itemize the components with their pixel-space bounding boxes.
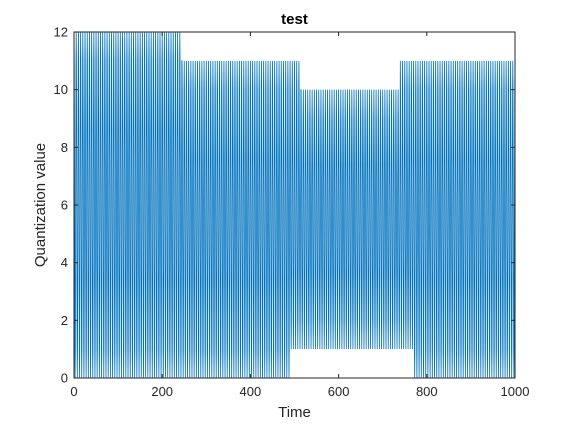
chart-title: test xyxy=(281,11,308,28)
y-axis-label: Quantization value xyxy=(32,143,49,267)
y-tick-label: 12 xyxy=(54,25,68,40)
y-tick-label: 10 xyxy=(54,82,68,97)
y-tick-label: 4 xyxy=(61,255,68,270)
series-line xyxy=(73,31,516,379)
x-tick-label: 600 xyxy=(328,384,350,399)
y-axis: 0 2 4 6 8 10 12 xyxy=(54,25,515,386)
y-tick-label: 8 xyxy=(61,140,68,155)
x-tick-label: 400 xyxy=(240,384,262,399)
x-tick-label: 0 xyxy=(70,384,77,399)
y-tick-label: 2 xyxy=(61,313,68,328)
x-tick-label: 200 xyxy=(151,384,173,399)
x-axis: 0 200 400 600 800 1000 xyxy=(70,32,529,399)
x-tick-label: 800 xyxy=(416,384,438,399)
series-layer xyxy=(73,31,516,379)
y-tick-label: 0 xyxy=(61,371,68,386)
y-tick-label: 6 xyxy=(61,198,68,213)
x-tick-label: 1000 xyxy=(501,384,530,399)
x-axis-label: Time xyxy=(278,404,311,421)
